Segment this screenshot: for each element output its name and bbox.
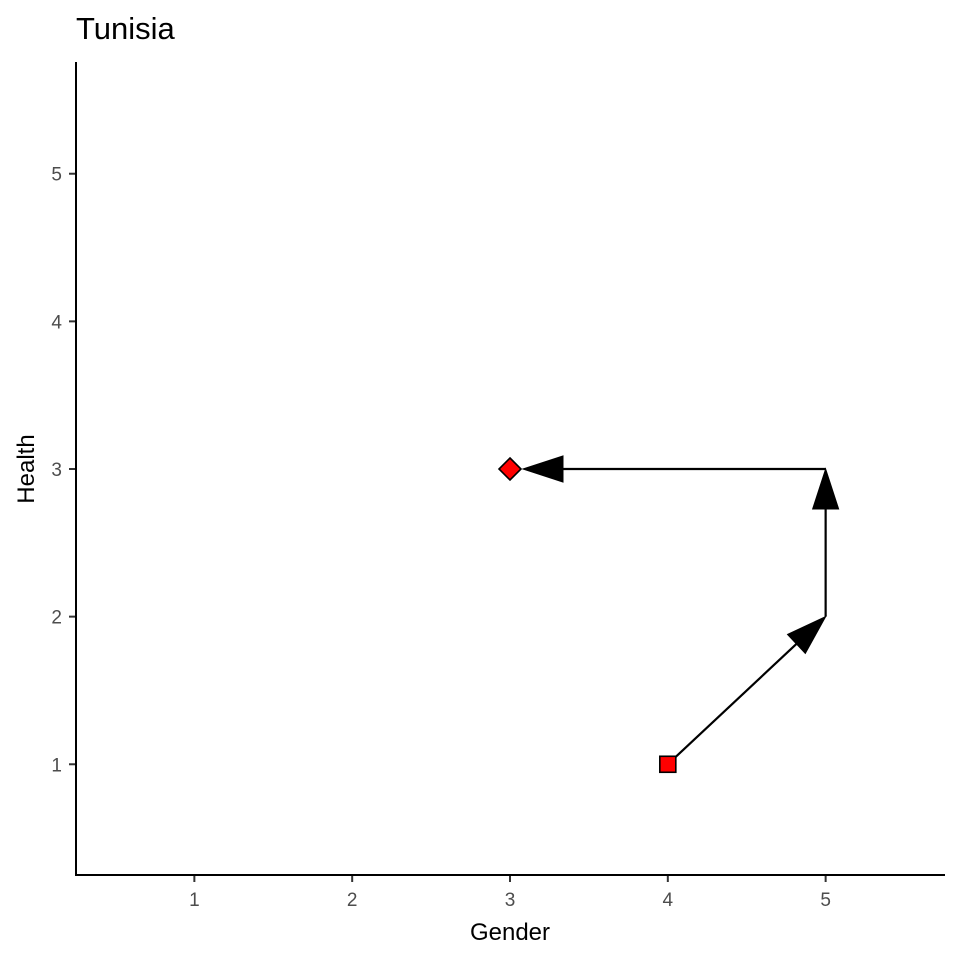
trajectory-segment bbox=[667, 643, 798, 766]
x-tick-label: 2 bbox=[347, 890, 358, 911]
arrow-head bbox=[521, 455, 564, 483]
x-tick-label: 4 bbox=[663, 890, 674, 911]
y-tick-label: 2 bbox=[51, 608, 62, 629]
x-axis-title: Gender bbox=[470, 919, 550, 946]
chart-title: Tunisia bbox=[76, 11, 176, 46]
arrow-head bbox=[786, 615, 827, 655]
end-point-marker bbox=[497, 456, 523, 482]
x-tick-label: 5 bbox=[820, 890, 831, 911]
trajectory bbox=[521, 455, 840, 766]
start-point-marker bbox=[659, 755, 677, 774]
y-tick-label: 4 bbox=[51, 312, 62, 333]
y-tick-label: 5 bbox=[51, 165, 62, 186]
x-ticks: 1 2 3 4 5 bbox=[189, 876, 831, 911]
y-axis-title: Health bbox=[13, 434, 40, 503]
y-tick-label: 1 bbox=[51, 755, 62, 776]
y-ticks: 1 2 3 4 5 bbox=[51, 165, 75, 776]
arrow-head bbox=[811, 467, 840, 510]
x-tick-label: 3 bbox=[505, 890, 516, 911]
markers bbox=[497, 456, 677, 774]
y-tick-label: 3 bbox=[51, 460, 62, 481]
x-tick-label: 1 bbox=[189, 890, 200, 911]
